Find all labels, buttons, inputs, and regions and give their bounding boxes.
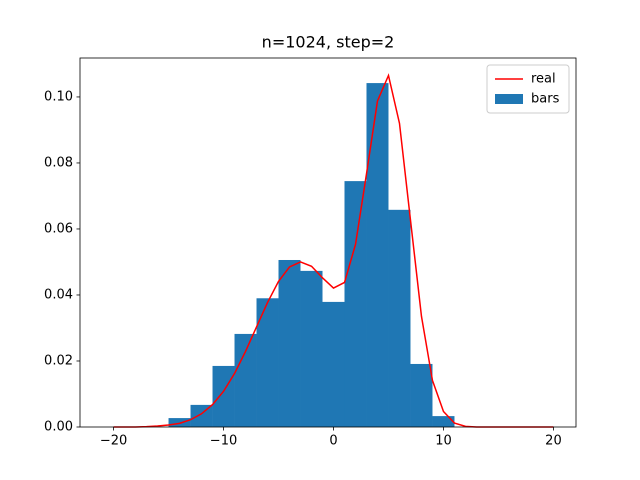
legend-label: real	[531, 72, 556, 87]
bar	[278, 259, 301, 427]
y-tick-label: 0.10	[44, 89, 73, 104]
bar	[388, 209, 411, 427]
bar	[190, 404, 213, 427]
y-tick-label: 0.08	[44, 155, 73, 170]
x-tick-label: 0	[329, 434, 337, 449]
y-tick-label: 0.04	[44, 287, 73, 302]
bar	[168, 418, 191, 427]
bar	[300, 270, 323, 427]
x-tick-label: 20	[545, 434, 562, 449]
bar	[212, 365, 235, 427]
axes-frame	[79, 57, 577, 428]
bar	[322, 301, 345, 427]
y-tick-label: 0.00	[44, 420, 73, 435]
bar	[366, 83, 389, 427]
legend: real bars	[486, 64, 570, 114]
x-tick-label: 10	[435, 434, 452, 449]
chart-title: n=1024, step=2	[262, 33, 395, 52]
y-tick-label: 0.06	[44, 221, 73, 236]
bar	[432, 416, 455, 427]
legend-label: bars	[531, 92, 560, 107]
legend-swatch	[495, 94, 523, 104]
x-tick-label: −10	[210, 434, 237, 449]
bar	[234, 333, 257, 427]
bar	[256, 298, 279, 427]
x-tick-label: −20	[100, 434, 127, 449]
bar	[344, 181, 367, 427]
y-tick-label: 0.02	[44, 353, 73, 368]
bar	[410, 363, 433, 427]
